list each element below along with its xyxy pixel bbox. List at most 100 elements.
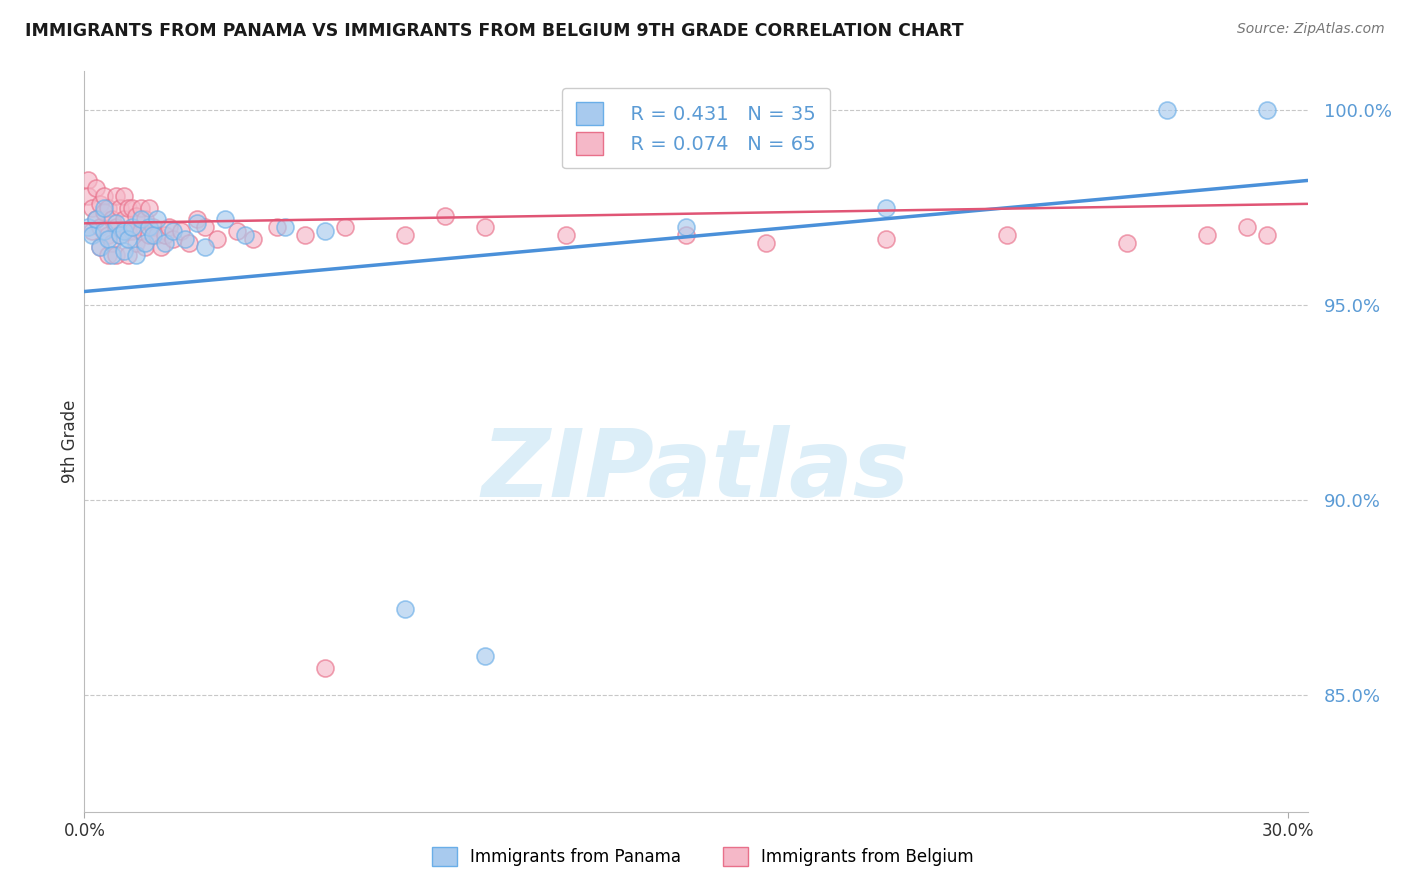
Point xyxy=(110,227,132,242)
Point xyxy=(82,227,104,242)
Point xyxy=(474,220,496,235)
Point xyxy=(1256,103,1278,118)
Point xyxy=(875,232,897,246)
Point xyxy=(157,220,180,235)
Point xyxy=(394,227,416,242)
Point xyxy=(675,220,697,235)
Point xyxy=(134,240,156,254)
Point xyxy=(89,197,111,211)
Point xyxy=(114,189,136,203)
Point xyxy=(474,648,496,663)
Point xyxy=(141,227,163,242)
Point xyxy=(117,224,139,238)
Point xyxy=(125,209,148,223)
Point xyxy=(77,220,100,235)
Text: ZIPatlas: ZIPatlas xyxy=(482,425,910,517)
Point xyxy=(1236,220,1258,235)
Point xyxy=(114,224,136,238)
Point xyxy=(755,235,778,250)
Point xyxy=(77,189,100,203)
Point xyxy=(93,224,115,238)
Point xyxy=(145,227,167,242)
Point xyxy=(225,224,247,238)
Point xyxy=(93,204,115,219)
Point xyxy=(121,201,143,215)
Point xyxy=(138,220,160,235)
Point xyxy=(333,220,356,235)
Point xyxy=(134,235,156,250)
Point xyxy=(110,227,132,242)
Point xyxy=(153,235,176,250)
Point xyxy=(173,232,195,246)
Point xyxy=(314,660,336,674)
Legend:   R = 0.431   N = 35,   R = 0.074   N = 65: R = 0.431 N = 35, R = 0.074 N = 65 xyxy=(562,88,830,169)
Point xyxy=(82,224,104,238)
Point xyxy=(875,201,897,215)
Point xyxy=(266,220,288,235)
Point xyxy=(117,232,139,246)
Point xyxy=(125,247,148,261)
Point xyxy=(1256,227,1278,242)
Y-axis label: 9th Grade: 9th Grade xyxy=(60,400,79,483)
Point xyxy=(1116,235,1139,250)
Point xyxy=(89,220,111,235)
Point xyxy=(138,201,160,215)
Point xyxy=(233,227,256,242)
Point xyxy=(77,173,100,187)
Point xyxy=(97,201,120,215)
Point xyxy=(294,227,316,242)
Point xyxy=(105,189,128,203)
Point xyxy=(314,224,336,238)
Point xyxy=(89,240,111,254)
Legend: Immigrants from Panama, Immigrants from Belgium: Immigrants from Panama, Immigrants from … xyxy=(426,840,980,873)
Point xyxy=(114,244,136,258)
Point xyxy=(105,247,128,261)
Point xyxy=(101,247,124,261)
Point xyxy=(162,232,184,246)
Point xyxy=(97,232,120,246)
Point xyxy=(97,227,120,242)
Point xyxy=(86,181,108,195)
Point xyxy=(117,201,139,215)
Point xyxy=(214,212,236,227)
Point xyxy=(138,227,160,242)
Point xyxy=(205,232,228,246)
Point xyxy=(129,201,152,215)
Text: Source: ZipAtlas.com: Source: ZipAtlas.com xyxy=(1237,22,1385,37)
Point xyxy=(434,209,457,223)
Point xyxy=(101,212,124,227)
Point xyxy=(186,216,208,230)
Point xyxy=(145,212,167,227)
Point xyxy=(125,235,148,250)
Point xyxy=(121,224,143,238)
Point xyxy=(675,227,697,242)
Point xyxy=(186,212,208,227)
Point xyxy=(105,220,128,235)
Point xyxy=(86,212,108,227)
Point xyxy=(101,235,124,250)
Point xyxy=(149,240,172,254)
Point xyxy=(274,220,297,235)
Point xyxy=(194,240,217,254)
Point xyxy=(93,201,115,215)
Point xyxy=(86,212,108,227)
Point xyxy=(169,224,191,238)
Point xyxy=(177,235,200,250)
Point xyxy=(97,247,120,261)
Point xyxy=(394,602,416,616)
Point xyxy=(1156,103,1178,118)
Point xyxy=(554,227,576,242)
Point xyxy=(114,212,136,227)
Point xyxy=(1197,227,1219,242)
Point xyxy=(93,189,115,203)
Point xyxy=(117,247,139,261)
Point xyxy=(82,201,104,215)
Point xyxy=(153,227,176,242)
Point xyxy=(194,220,217,235)
Point xyxy=(162,224,184,238)
Point xyxy=(242,232,264,246)
Point xyxy=(141,220,163,235)
Point xyxy=(134,212,156,227)
Text: IMMIGRANTS FROM PANAMA VS IMMIGRANTS FROM BELGIUM 9TH GRADE CORRELATION CHART: IMMIGRANTS FROM PANAMA VS IMMIGRANTS FRO… xyxy=(25,22,965,40)
Point xyxy=(121,220,143,235)
